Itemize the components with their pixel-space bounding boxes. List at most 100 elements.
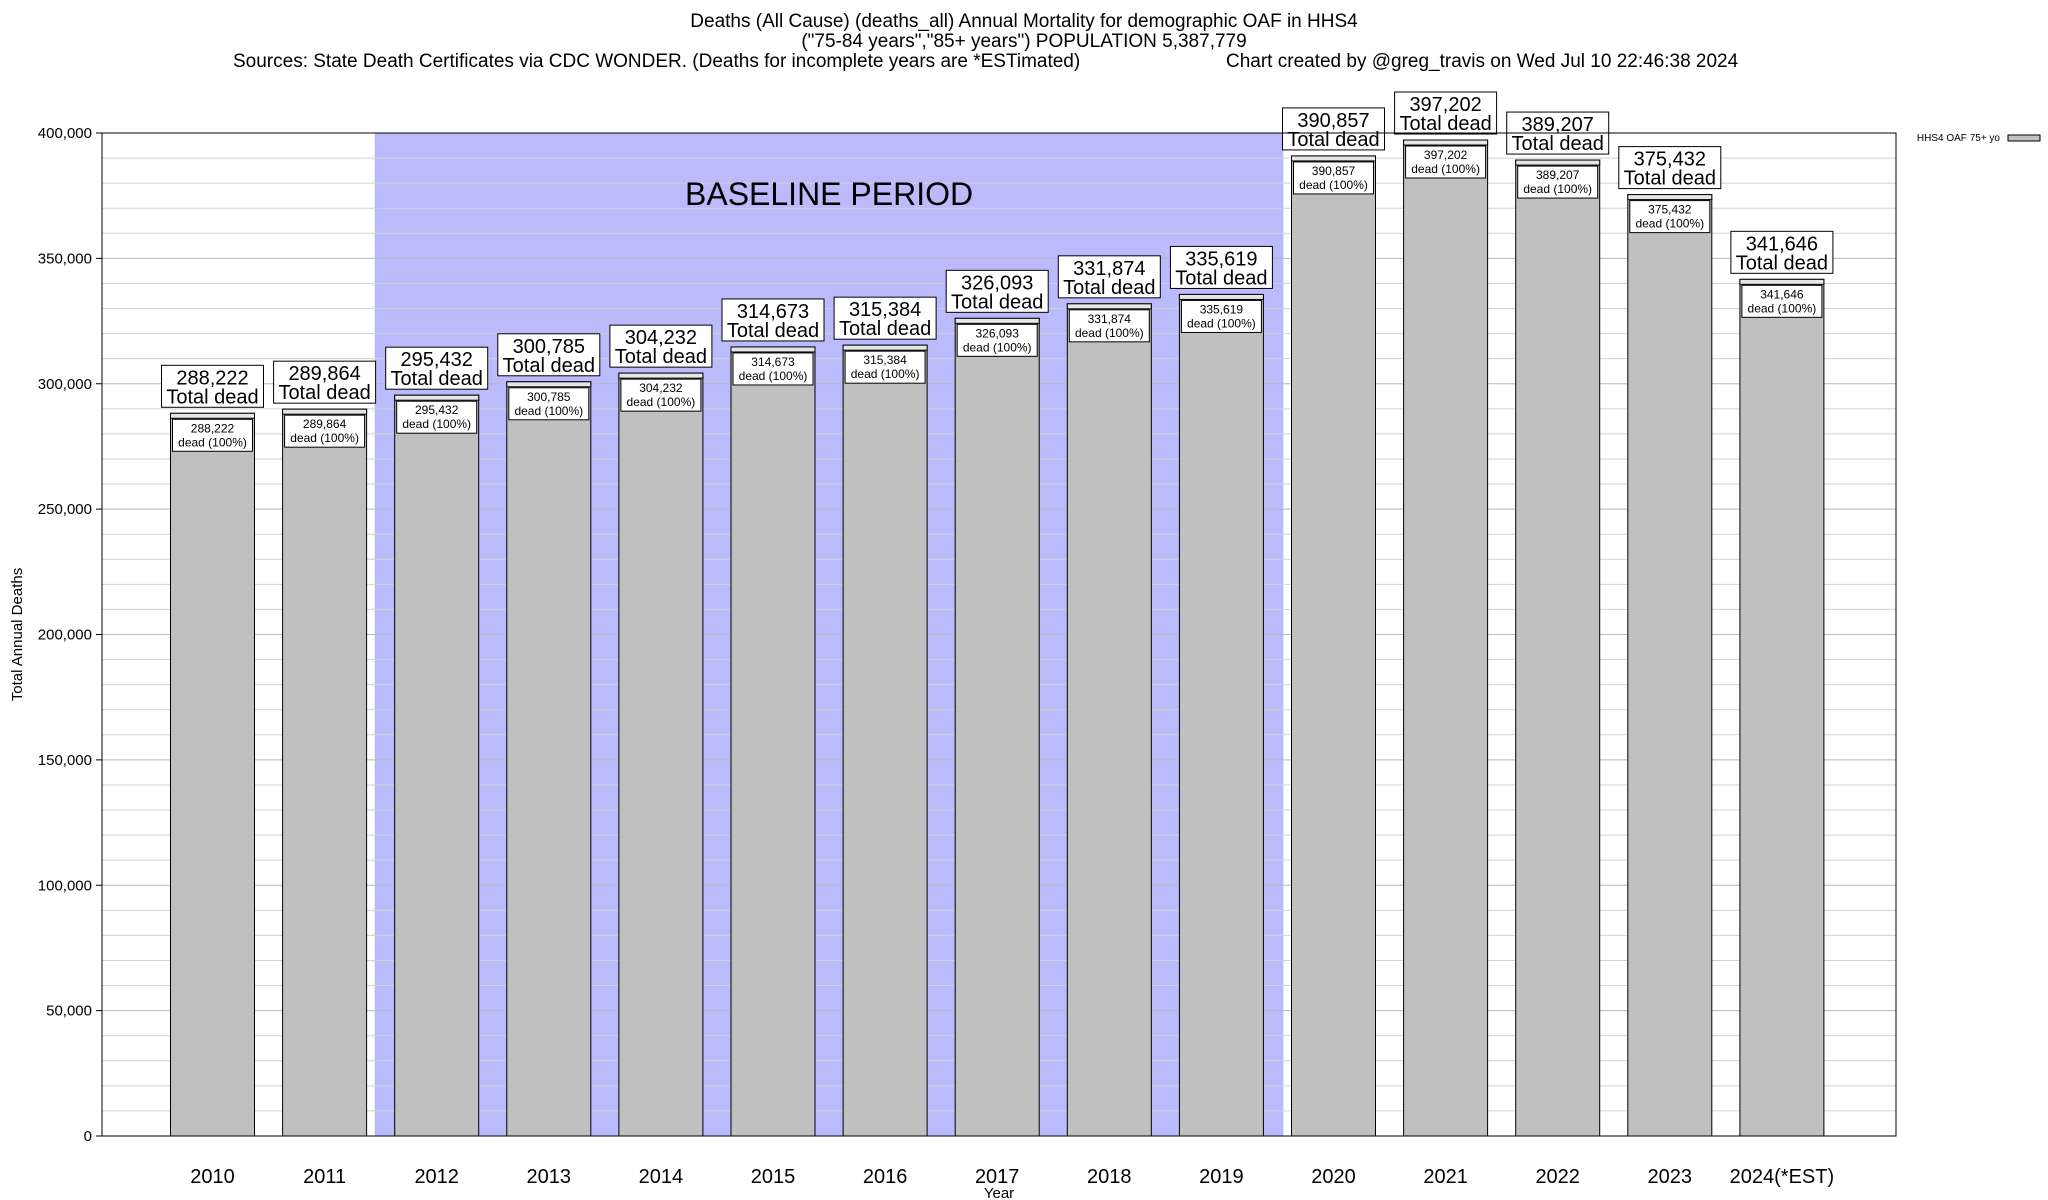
inner-value-label: 289,864: [303, 417, 347, 431]
total-label-box: [161, 364, 264, 408]
inner-value-label: 331,874: [1088, 312, 1132, 326]
inner-label-box: [1405, 145, 1487, 179]
total-label-box: [1394, 91, 1498, 135]
inner-value-label: 375,432: [1648, 203, 1692, 217]
inner-percent-label: dead (100%): [1523, 182, 1592, 196]
inner-label-box: [844, 350, 926, 384]
y-tick-label: 100,000: [38, 877, 92, 894]
bar-cap: [394, 394, 480, 401]
plot-border: [101, 132, 1897, 1137]
x-tick-label: 2022: [1535, 1166, 1580, 1188]
bar: [954, 317, 1040, 1137]
inner-label-box: [1180, 299, 1262, 333]
y-tick-label: 300,000: [38, 376, 92, 393]
inner-value-label: 390,857: [1312, 164, 1356, 178]
inner-percent-label: dead (100%): [178, 435, 247, 449]
bar-cap: [506, 381, 592, 388]
total-value-label: 289,864: [288, 363, 360, 385]
x-tick-label: 2011: [303, 1166, 346, 1188]
total-value-label: 314,673: [737, 301, 809, 323]
y-axis-label: Total Annual Deaths: [9, 568, 26, 701]
inner-value-label: 335,619: [1200, 302, 1244, 316]
inner-value-label: 295,432: [415, 403, 459, 417]
inner-label-box: [1068, 309, 1150, 343]
inner-label-box: [508, 387, 590, 421]
inner-label-box: [956, 323, 1038, 357]
bar-cap: [282, 408, 368, 415]
total-value-label: 326,093: [961, 272, 1033, 294]
chart-sources-line: Sources: State Death Certificates via CD…: [0, 52, 2048, 72]
chart-sources: Sources: State Death Certificates via CD…: [233, 51, 1081, 72]
x-tick-label: 2014: [639, 1166, 684, 1188]
total-value-label: 375,432: [1634, 149, 1706, 171]
total-dead-label: Total dead: [1512, 133, 1604, 155]
inner-percent-label: dead (100%): [1187, 316, 1256, 330]
y-tick-label: 400,000: [38, 125, 92, 142]
inner-percent-label: dead (100%): [290, 431, 359, 445]
x-tick-label: 2012: [414, 1166, 459, 1188]
bar-cap: [1178, 293, 1264, 300]
inner-value-label: 304,232: [639, 381, 683, 395]
bar: [1403, 139, 1489, 1137]
total-value-label: 397,202: [1409, 94, 1481, 116]
bar: [730, 346, 816, 1137]
x-tick-label: 2013: [527, 1166, 572, 1188]
total-dead-label: Total dead: [727, 320, 819, 342]
x-tick-label: 2018: [1087, 1166, 1132, 1188]
inner-label-box: [1629, 200, 1711, 234]
bar: [1291, 155, 1376, 1137]
inner-label-box: [1517, 165, 1599, 199]
inner-label-box: [396, 400, 478, 434]
total-dead-label: Total dead: [503, 355, 595, 377]
y-tick-label: 0: [84, 1128, 92, 1145]
inner-percent-label: dead (100%): [627, 395, 696, 409]
total-label-box: [609, 324, 713, 368]
total-label-box: [1730, 230, 1834, 274]
inner-value-label: 288,222: [191, 421, 235, 435]
bar: [1515, 159, 1601, 1137]
inner-value-label: 326,093: [976, 326, 1020, 340]
inner-label-box: [172, 418, 253, 452]
bar-cap: [842, 344, 928, 351]
bar: [394, 394, 480, 1137]
total-dead-label: Total dead: [1399, 113, 1491, 135]
chart-title: Deaths (All Cause) (deaths_all) Annual M…: [690, 11, 1358, 32]
total-value-label: 341,646: [1746, 233, 1818, 255]
bar: [842, 344, 928, 1137]
y-tick-label: 350,000: [38, 250, 92, 267]
total-dead-label: Total dead: [951, 291, 1043, 313]
total-label-box: [273, 360, 377, 404]
inner-percent-label: dead (100%): [1411, 162, 1480, 176]
total-value-label: 331,874: [1073, 258, 1145, 280]
inner-percent-label: dead (100%): [1748, 301, 1817, 315]
total-label-box: [721, 298, 825, 342]
bar: [506, 381, 592, 1137]
chart-subtitle: ("75-84 years","85+ years") POPULATION 5…: [801, 31, 1247, 52]
bar-cap: [170, 412, 255, 419]
total-dead-label: Total dead: [615, 346, 707, 368]
legend-label: HHS4 OAF 75+ yo: [1917, 133, 2001, 144]
bar-cap: [1515, 159, 1601, 166]
bar-cap: [1739, 278, 1825, 285]
total-label-box: [1618, 146, 1722, 190]
baseline-period-label: BASELINE PERIOD: [685, 176, 973, 212]
inner-label-box: [732, 352, 814, 386]
inner-value-label: 389,207: [1536, 168, 1580, 182]
total-dead-label: Total dead: [278, 382, 370, 404]
inner-percent-label: dead (100%): [963, 340, 1032, 354]
inner-value-label: 315,384: [863, 353, 907, 367]
total-label-box: [385, 346, 489, 390]
total-label-box: [833, 296, 937, 340]
bar: [170, 412, 255, 1137]
inner-value-label: 341,646: [1760, 287, 1804, 301]
total-value-label: 304,232: [625, 327, 697, 349]
total-value-label: 295,432: [401, 349, 473, 371]
inner-value-label: 300,785: [527, 390, 571, 404]
x-tick-label: 2024(*EST): [1730, 1166, 1835, 1188]
total-dead-label: Total dead: [1063, 277, 1155, 299]
y-tick-label: 250,000: [38, 501, 92, 518]
inner-percent-label: dead (100%): [739, 369, 808, 383]
total-value-label: 389,207: [1522, 114, 1594, 136]
y-tick-label: 150,000: [38, 752, 92, 769]
inner-label-box: [1293, 161, 1374, 195]
